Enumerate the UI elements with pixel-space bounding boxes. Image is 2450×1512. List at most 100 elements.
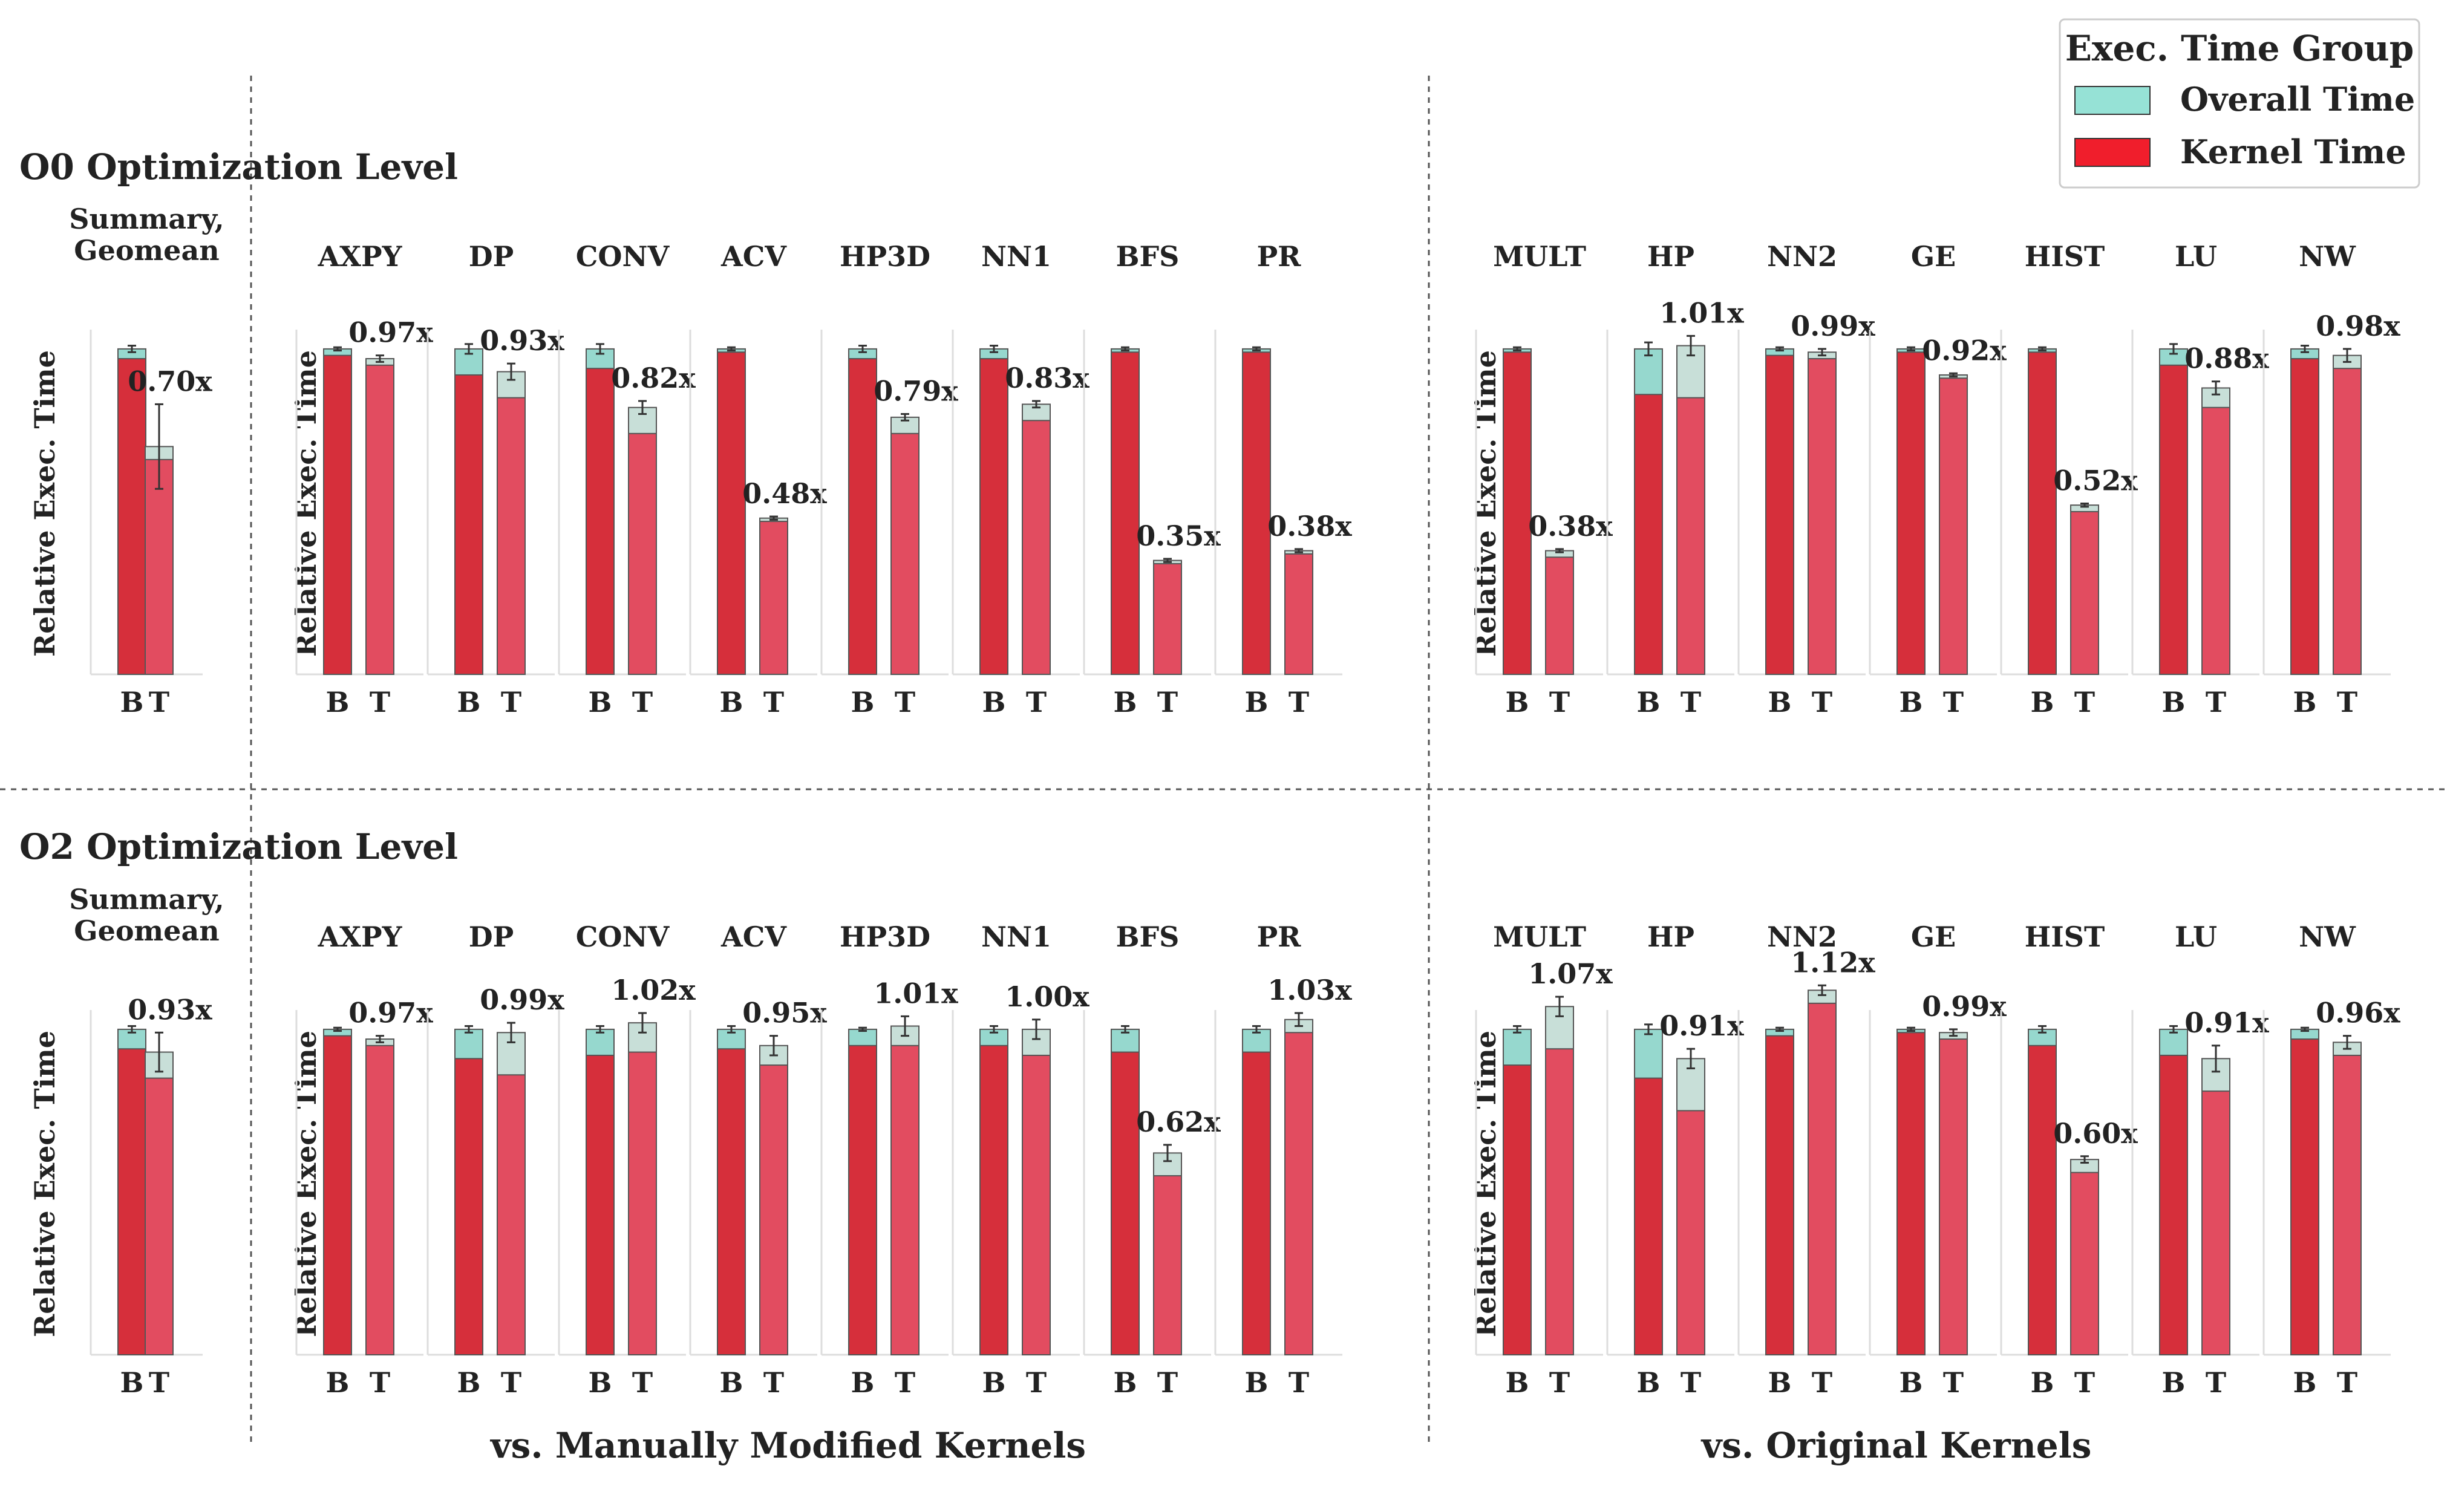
bar-baseline-kernel bbox=[1111, 1051, 1140, 1355]
bar-transformed-kernel bbox=[1545, 1048, 1574, 1355]
panel-title: ACV bbox=[720, 240, 787, 273]
panel-title: CONV bbox=[576, 921, 670, 953]
bar-baseline-kernel bbox=[2159, 1054, 2188, 1355]
category-label: T bbox=[1026, 1366, 1047, 1399]
speedup-label: 0.52x bbox=[2053, 464, 2138, 497]
speedup-label: 0.95x bbox=[742, 997, 827, 1029]
category-label: T bbox=[1812, 1366, 1832, 1399]
panel-title: HP bbox=[1647, 921, 1694, 953]
o2-section-title: O2 Optimization Level bbox=[19, 826, 458, 867]
speedup-label: 0.48x bbox=[742, 477, 827, 510]
bar-transformed-kernel bbox=[1153, 563, 1182, 675]
bar-transformed-kernel bbox=[2070, 510, 2099, 675]
category-label: B bbox=[2031, 1366, 2054, 1399]
category-label: T bbox=[1289, 686, 1309, 719]
category-label: B bbox=[326, 686, 350, 719]
bar-transformed-kernel bbox=[365, 1044, 394, 1356]
panel-title: NW bbox=[2299, 240, 2356, 273]
category-label: B bbox=[851, 686, 875, 719]
panel-title: HIST bbox=[2025, 921, 2105, 953]
bar-transformed-kernel bbox=[145, 458, 174, 675]
category-label: T bbox=[2074, 1366, 2095, 1399]
category-label: T bbox=[895, 686, 915, 719]
speedup-label: 0.99x bbox=[480, 983, 564, 1016]
category-label: T bbox=[632, 686, 653, 719]
speedup-label: 0.97x bbox=[348, 997, 433, 1029]
bar-transformed-kernel bbox=[628, 432, 657, 675]
speedup-label: 1.03x bbox=[1267, 974, 1352, 1006]
speedup-label: 0.62x bbox=[1136, 1106, 1221, 1138]
bar-baseline-kernel bbox=[1896, 351, 1926, 675]
category-label: B bbox=[326, 1366, 350, 1399]
speedup-label: 0.92x bbox=[1922, 334, 2007, 367]
category-label: B bbox=[720, 686, 743, 719]
panel-title: NN2 bbox=[1767, 921, 1837, 953]
bar-baseline-kernel bbox=[717, 1048, 746, 1355]
category-label: T bbox=[1549, 1366, 1570, 1399]
category-label: T bbox=[2206, 686, 2226, 719]
bar-transformed-kernel bbox=[1022, 1054, 1051, 1355]
panel-title: HIST bbox=[2025, 240, 2105, 273]
y-axis-label: Relative Exec. Time bbox=[1469, 350, 1502, 657]
panel-hp: HP B T 1.01x bbox=[1606, 240, 1744, 719]
speedup-label: 0.98x bbox=[2316, 310, 2400, 342]
bar-baseline-kernel bbox=[2290, 358, 2319, 675]
panel-acv: ACV B T 0.95x bbox=[689, 921, 827, 1399]
y-axis-label: Relative Exec. Time bbox=[290, 1031, 322, 1337]
bar-transformed-kernel bbox=[2333, 368, 2362, 675]
o0-section-title: O0 Optimization Level bbox=[19, 146, 458, 187]
category-label: B bbox=[1114, 1366, 1137, 1399]
panel-title: Summary, Geomean bbox=[69, 203, 224, 267]
bar-transformed-kernel bbox=[2333, 1054, 2362, 1355]
bottom-label-original: vs. Original Kernels bbox=[1700, 1425, 2092, 1466]
panel-summary-geomean: Summary, Geomean B T 0.70x bbox=[69, 203, 224, 719]
category-label: B bbox=[2031, 686, 2054, 719]
legend: Exec. Time Group Overall Time Kernel Tim… bbox=[2059, 18, 2420, 189]
panel-title: HP bbox=[1647, 240, 1694, 273]
speedup-label: 0.88x bbox=[2184, 342, 2269, 375]
o0-layer: Relative Exec. Time Relative Exec. Time Re… bbox=[28, 203, 2400, 719]
category-label: T bbox=[2337, 686, 2357, 719]
panel-title: MULT bbox=[1493, 921, 1586, 953]
bar-transformed-kernel bbox=[1284, 1032, 1313, 1356]
speedup-label: 0.99x bbox=[1791, 310, 1875, 342]
category-label: T bbox=[370, 686, 390, 719]
y-axis-label: Relative Exec. Time bbox=[1469, 1031, 1502, 1337]
panel-axpy: AXPY B T 0.97x bbox=[295, 921, 433, 1399]
bar-transformed-kernel bbox=[1153, 1175, 1182, 1355]
bar-baseline-kernel bbox=[1765, 354, 1794, 675]
category-label: T bbox=[1681, 686, 1701, 719]
bar-baseline-kernel bbox=[1634, 394, 1663, 675]
speedup-label: 1.01x bbox=[874, 977, 958, 1009]
bar-baseline-kernel bbox=[1503, 1064, 1532, 1355]
bar-baseline-kernel bbox=[1111, 351, 1140, 675]
category-label: B bbox=[1245, 1366, 1269, 1399]
panel-hp3d: HP3D B T 1.01x bbox=[820, 921, 958, 1399]
bar-baseline-kernel bbox=[323, 1035, 352, 1355]
panel-title: BFS bbox=[1116, 921, 1180, 953]
category-label: T bbox=[1943, 686, 1964, 719]
bar-transformed-kernel bbox=[365, 364, 394, 675]
panel-title: AXPY bbox=[318, 921, 403, 953]
panel-nn1: NN1 B T 0.83x bbox=[952, 240, 1089, 719]
category-label: B bbox=[1506, 686, 1529, 719]
category-label: T bbox=[2337, 1366, 2357, 1399]
panel-title: HP3D bbox=[840, 921, 930, 953]
bar-transformed-kernel bbox=[1808, 1002, 1837, 1356]
category-label: T bbox=[1812, 686, 1832, 719]
bar-baseline-kernel bbox=[2028, 1044, 2057, 1356]
y-axis-label: Relative Exec. Time bbox=[28, 1031, 61, 1337]
bar-transformed-kernel bbox=[759, 1064, 788, 1355]
speedup-label: 1.07x bbox=[1528, 957, 1613, 990]
legend-title: Exec. Time Group bbox=[2065, 28, 2414, 69]
category-label: B bbox=[1768, 1366, 1792, 1399]
panel-title: NW bbox=[2299, 921, 2356, 953]
panel-conv: CONV B T 1.02x bbox=[558, 921, 696, 1399]
panel-title: PR bbox=[1257, 240, 1302, 273]
category-label: T bbox=[632, 1366, 653, 1399]
category-label: B bbox=[851, 1366, 875, 1399]
bar-baseline-kernel bbox=[848, 358, 877, 675]
panel-title: AXPY bbox=[318, 240, 403, 273]
category-label: B bbox=[457, 1366, 481, 1399]
speedup-label: 0.70x bbox=[128, 365, 212, 397]
